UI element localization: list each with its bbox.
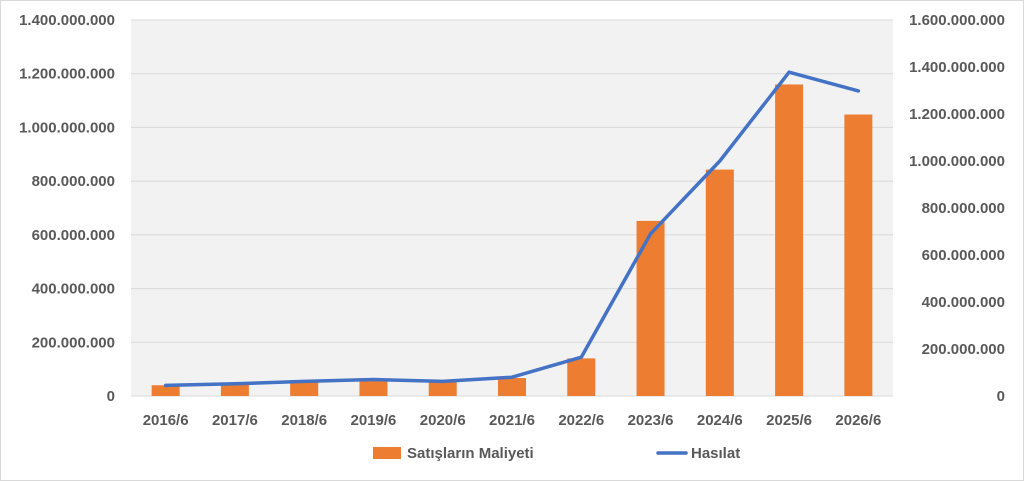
x-tick-label: 2016/6	[143, 412, 189, 429]
x-tick-label: 2018/6	[281, 412, 327, 429]
bar-satislarin-maliyeti	[775, 84, 804, 396]
y-right-tick-label: 1.600.000.000	[909, 12, 1005, 29]
y-left-tick-label: 200.000.000	[32, 334, 115, 351]
bar-satislarin-maliyeti	[290, 382, 319, 396]
x-tick-label: 2024/6	[697, 412, 743, 429]
bar-satislarin-maliyeti	[220, 384, 249, 396]
y-right-tick-label: 400.000.000	[922, 294, 1005, 311]
x-tick-label: 2025/6	[766, 412, 812, 429]
x-tick-label: 2017/6	[212, 412, 258, 429]
bar-satislarin-maliyeti	[844, 114, 873, 396]
x-tick-label: 2019/6	[351, 412, 397, 429]
y-left-tick-label: 600.000.000	[32, 227, 115, 244]
y-right-tick-label: 200.000.000	[922, 341, 1005, 358]
legend-label-bar: Satışların Maliyeti	[407, 445, 534, 462]
bar-satislarin-maliyeti	[428, 382, 457, 396]
y-left-tick-label: 1.000.000.000	[19, 119, 115, 136]
bar-satislarin-maliyeti	[498, 378, 526, 396]
legend-label-line: Hasılat	[691, 445, 740, 462]
y-right-tick-label: 1.200.000.000	[909, 106, 1005, 123]
x-tick-label: 2023/6	[628, 412, 674, 429]
x-tick-label: 2021/6	[489, 412, 535, 429]
y-left-tick-label: 0	[107, 388, 115, 405]
y-right-tick-label: 600.000.000	[922, 247, 1005, 264]
y-right-tick-label: 1.400.000.000	[909, 59, 1005, 76]
y-right-tick-label: 800.000.000	[922, 200, 1005, 217]
y-left-tick-label: 800.000.000	[32, 173, 115, 190]
bar-satislarin-maliyeti	[359, 379, 388, 396]
bar-satislarin-maliyeti	[151, 385, 180, 396]
y-right-tick-label: 1.000.000.000	[909, 153, 1005, 170]
y-left-tick-label: 1.400.000.000	[19, 12, 115, 29]
y-left-tick-label: 400.000.000	[32, 281, 115, 298]
bar-satislarin-maliyeti	[705, 169, 734, 396]
bar-satislarin-maliyeti	[636, 220, 665, 396]
y-left-tick-label: 1.200.000.000	[19, 66, 115, 83]
y-right-tick-label: 0	[997, 388, 1005, 405]
x-tick-label: 2022/6	[558, 412, 604, 429]
x-tick-label: 2020/6	[420, 412, 466, 429]
legend-swatch-bar	[373, 447, 401, 459]
x-tick-label: 2026/6	[835, 412, 881, 429]
plot-area	[131, 20, 893, 396]
bar-satislarin-maliyeti	[567, 358, 596, 396]
